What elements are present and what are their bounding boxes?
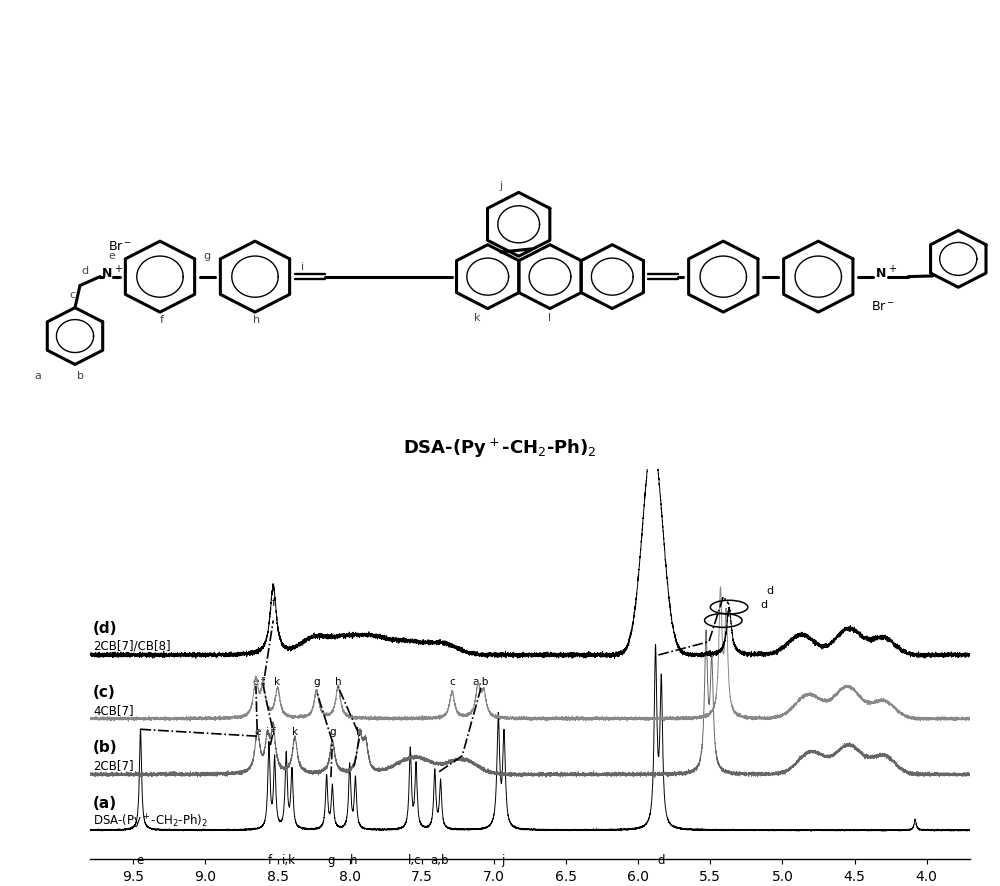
Text: b: b	[76, 370, 84, 381]
Text: DSA-(Py$^+$-CH$_2$-Ph)$_2$: DSA-(Py$^+$-CH$_2$-Ph)$_2$	[93, 812, 208, 830]
Text: k: k	[292, 727, 298, 736]
Text: i: i	[266, 727, 269, 736]
Text: N: N	[102, 267, 112, 279]
Text: +: +	[888, 263, 896, 274]
Text: i,k: i,k	[282, 853, 296, 866]
Text: l: l	[548, 313, 552, 323]
Text: (b): (b)	[93, 740, 118, 755]
Text: d: d	[760, 599, 767, 609]
Text: d: d	[81, 266, 89, 276]
Text: h: h	[335, 676, 341, 686]
Text: g: g	[327, 853, 335, 866]
Text: d: d	[658, 853, 665, 866]
Text: a: a	[35, 370, 41, 381]
Text: f: f	[160, 315, 164, 325]
Text: h: h	[356, 727, 363, 736]
Text: e: e	[137, 853, 144, 866]
Text: f: f	[271, 597, 275, 608]
Text: g: g	[203, 251, 211, 261]
Text: j: j	[499, 181, 502, 191]
Text: (c): (c)	[93, 684, 116, 699]
Text: 2CB[7]/CB[8]: 2CB[7]/CB[8]	[93, 639, 171, 652]
Text: (a): (a)	[93, 795, 117, 810]
Text: k: k	[474, 313, 480, 323]
Text: DSA-(Py$^+$-CH$_2$-Ph)$_2$: DSA-(Py$^+$-CH$_2$-Ph)$_2$	[403, 436, 597, 459]
Text: e: e	[109, 251, 115, 261]
Text: N: N	[876, 267, 886, 279]
Text: g: g	[329, 727, 336, 736]
Text: d: d	[766, 586, 773, 595]
Text: a,b: a,b	[473, 676, 489, 686]
Text: f: f	[268, 853, 272, 866]
Text: g: g	[313, 676, 320, 686]
Text: Br$^-$: Br$^-$	[108, 240, 132, 253]
Text: Br$^-$: Br$^-$	[871, 299, 895, 312]
Text: 4CB[7]: 4CB[7]	[93, 703, 134, 716]
Text: 2CB[7]: 2CB[7]	[93, 758, 134, 772]
Text: j: j	[501, 853, 504, 866]
Text: e: e	[253, 676, 259, 686]
Text: c: c	[449, 676, 455, 686]
Text: e: e	[254, 727, 261, 736]
Text: a,b: a,b	[430, 853, 448, 866]
Text: l,c: l,c	[408, 853, 421, 866]
Text: f: f	[261, 676, 265, 686]
Text: (d): (d)	[93, 620, 117, 635]
Text: +: +	[114, 263, 122, 274]
Text: h: h	[253, 315, 261, 325]
Text: c: c	[69, 290, 75, 300]
Text: k: k	[274, 676, 281, 686]
Text: h: h	[350, 853, 358, 866]
Text: f: f	[271, 727, 275, 736]
Text: i: i	[301, 261, 305, 272]
